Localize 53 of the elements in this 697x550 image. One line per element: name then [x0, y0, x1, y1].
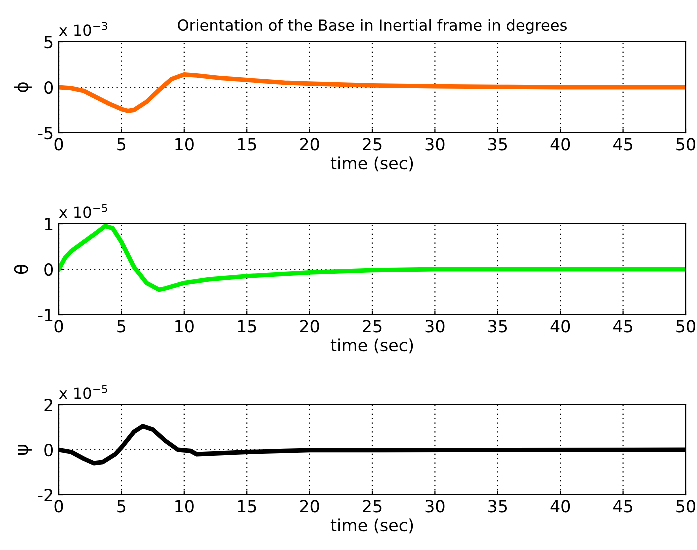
- y-axis-title: ψ: [18, 445, 32, 455]
- x-tick-label: 35: [488, 320, 508, 333]
- x-tick-label: 10: [176, 320, 194, 333]
- y-tick-label: 5: [44, 36, 53, 49]
- y-tick-label: 0: [44, 263, 54, 276]
- y-axis-title: ϕ: [14, 82, 32, 92]
- x-tick-label: 30: [426, 320, 445, 333]
- x-axis-title: time (sec): [330, 338, 414, 354]
- x-tick-label: 0: [54, 500, 64, 513]
- x-tick-label: 15: [238, 500, 256, 513]
- x-tick-label: 25: [363, 320, 382, 333]
- x-tick-label: 25: [363, 138, 382, 151]
- x-axis-title: time (sec): [330, 518, 414, 534]
- x-tick-label: 5: [118, 320, 126, 333]
- x-tick-label: 40: [550, 320, 570, 333]
- y-tick-label: 0: [44, 444, 54, 457]
- text: x 10$^{−5}$: [59, 204, 108, 218]
- x-tick-label: 45: [614, 320, 632, 333]
- x-tick-label: 0: [54, 320, 64, 333]
- x-tick-label: 20: [300, 320, 320, 333]
- x-tick-label: 20: [300, 500, 320, 513]
- chart-title: Orientation of the Base in Inertial frame in degrees: [178, 19, 567, 34]
- x-tick-label: 5: [118, 500, 126, 513]
- x-tick-label: 50: [676, 500, 696, 513]
- y-tick-label: 2: [44, 398, 52, 412]
- x-axis-title: time (sec): [330, 156, 414, 172]
- y-tick-label: 0: [44, 81, 54, 94]
- text: x 10$^{−5}$: [59, 385, 108, 400]
- y-tick-label: -2: [38, 488, 52, 502]
- x-tick-label: 40: [550, 500, 570, 513]
- x-tick-label: 45: [614, 500, 632, 513]
- line-series: [59, 72, 686, 114]
- y-tick-label: 1: [45, 218, 53, 230]
- x-tick-label: 35: [488, 500, 508, 513]
- x-tick-label: 10: [176, 500, 194, 513]
- y-axis-title: θ: [14, 264, 28, 274]
- x-tick-label: 5: [118, 138, 126, 151]
- x-tick-label: 50: [676, 320, 696, 333]
- x-tick-label: 45: [614, 138, 632, 151]
- x-tick-label: 25: [363, 500, 382, 513]
- text: x 10$^{−3}$: [59, 22, 108, 36]
- x-tick-label: 30: [426, 138, 445, 151]
- x-tick-label: 15: [238, 320, 256, 333]
- x-tick-label: 40: [550, 138, 570, 151]
- x-tick-label: 10: [176, 138, 194, 151]
- x-tick-label: 30: [426, 500, 445, 513]
- x-tick-label: 20: [300, 138, 320, 151]
- x-tick-label: 35: [488, 138, 508, 151]
- x-tick-label: 50: [676, 138, 696, 151]
- x-tick-label: 15: [238, 138, 256, 151]
- y-tick-label: -5: [38, 127, 53, 140]
- x-tick-label: 0: [54, 138, 64, 151]
- y-tick-label: -1: [38, 309, 53, 322]
